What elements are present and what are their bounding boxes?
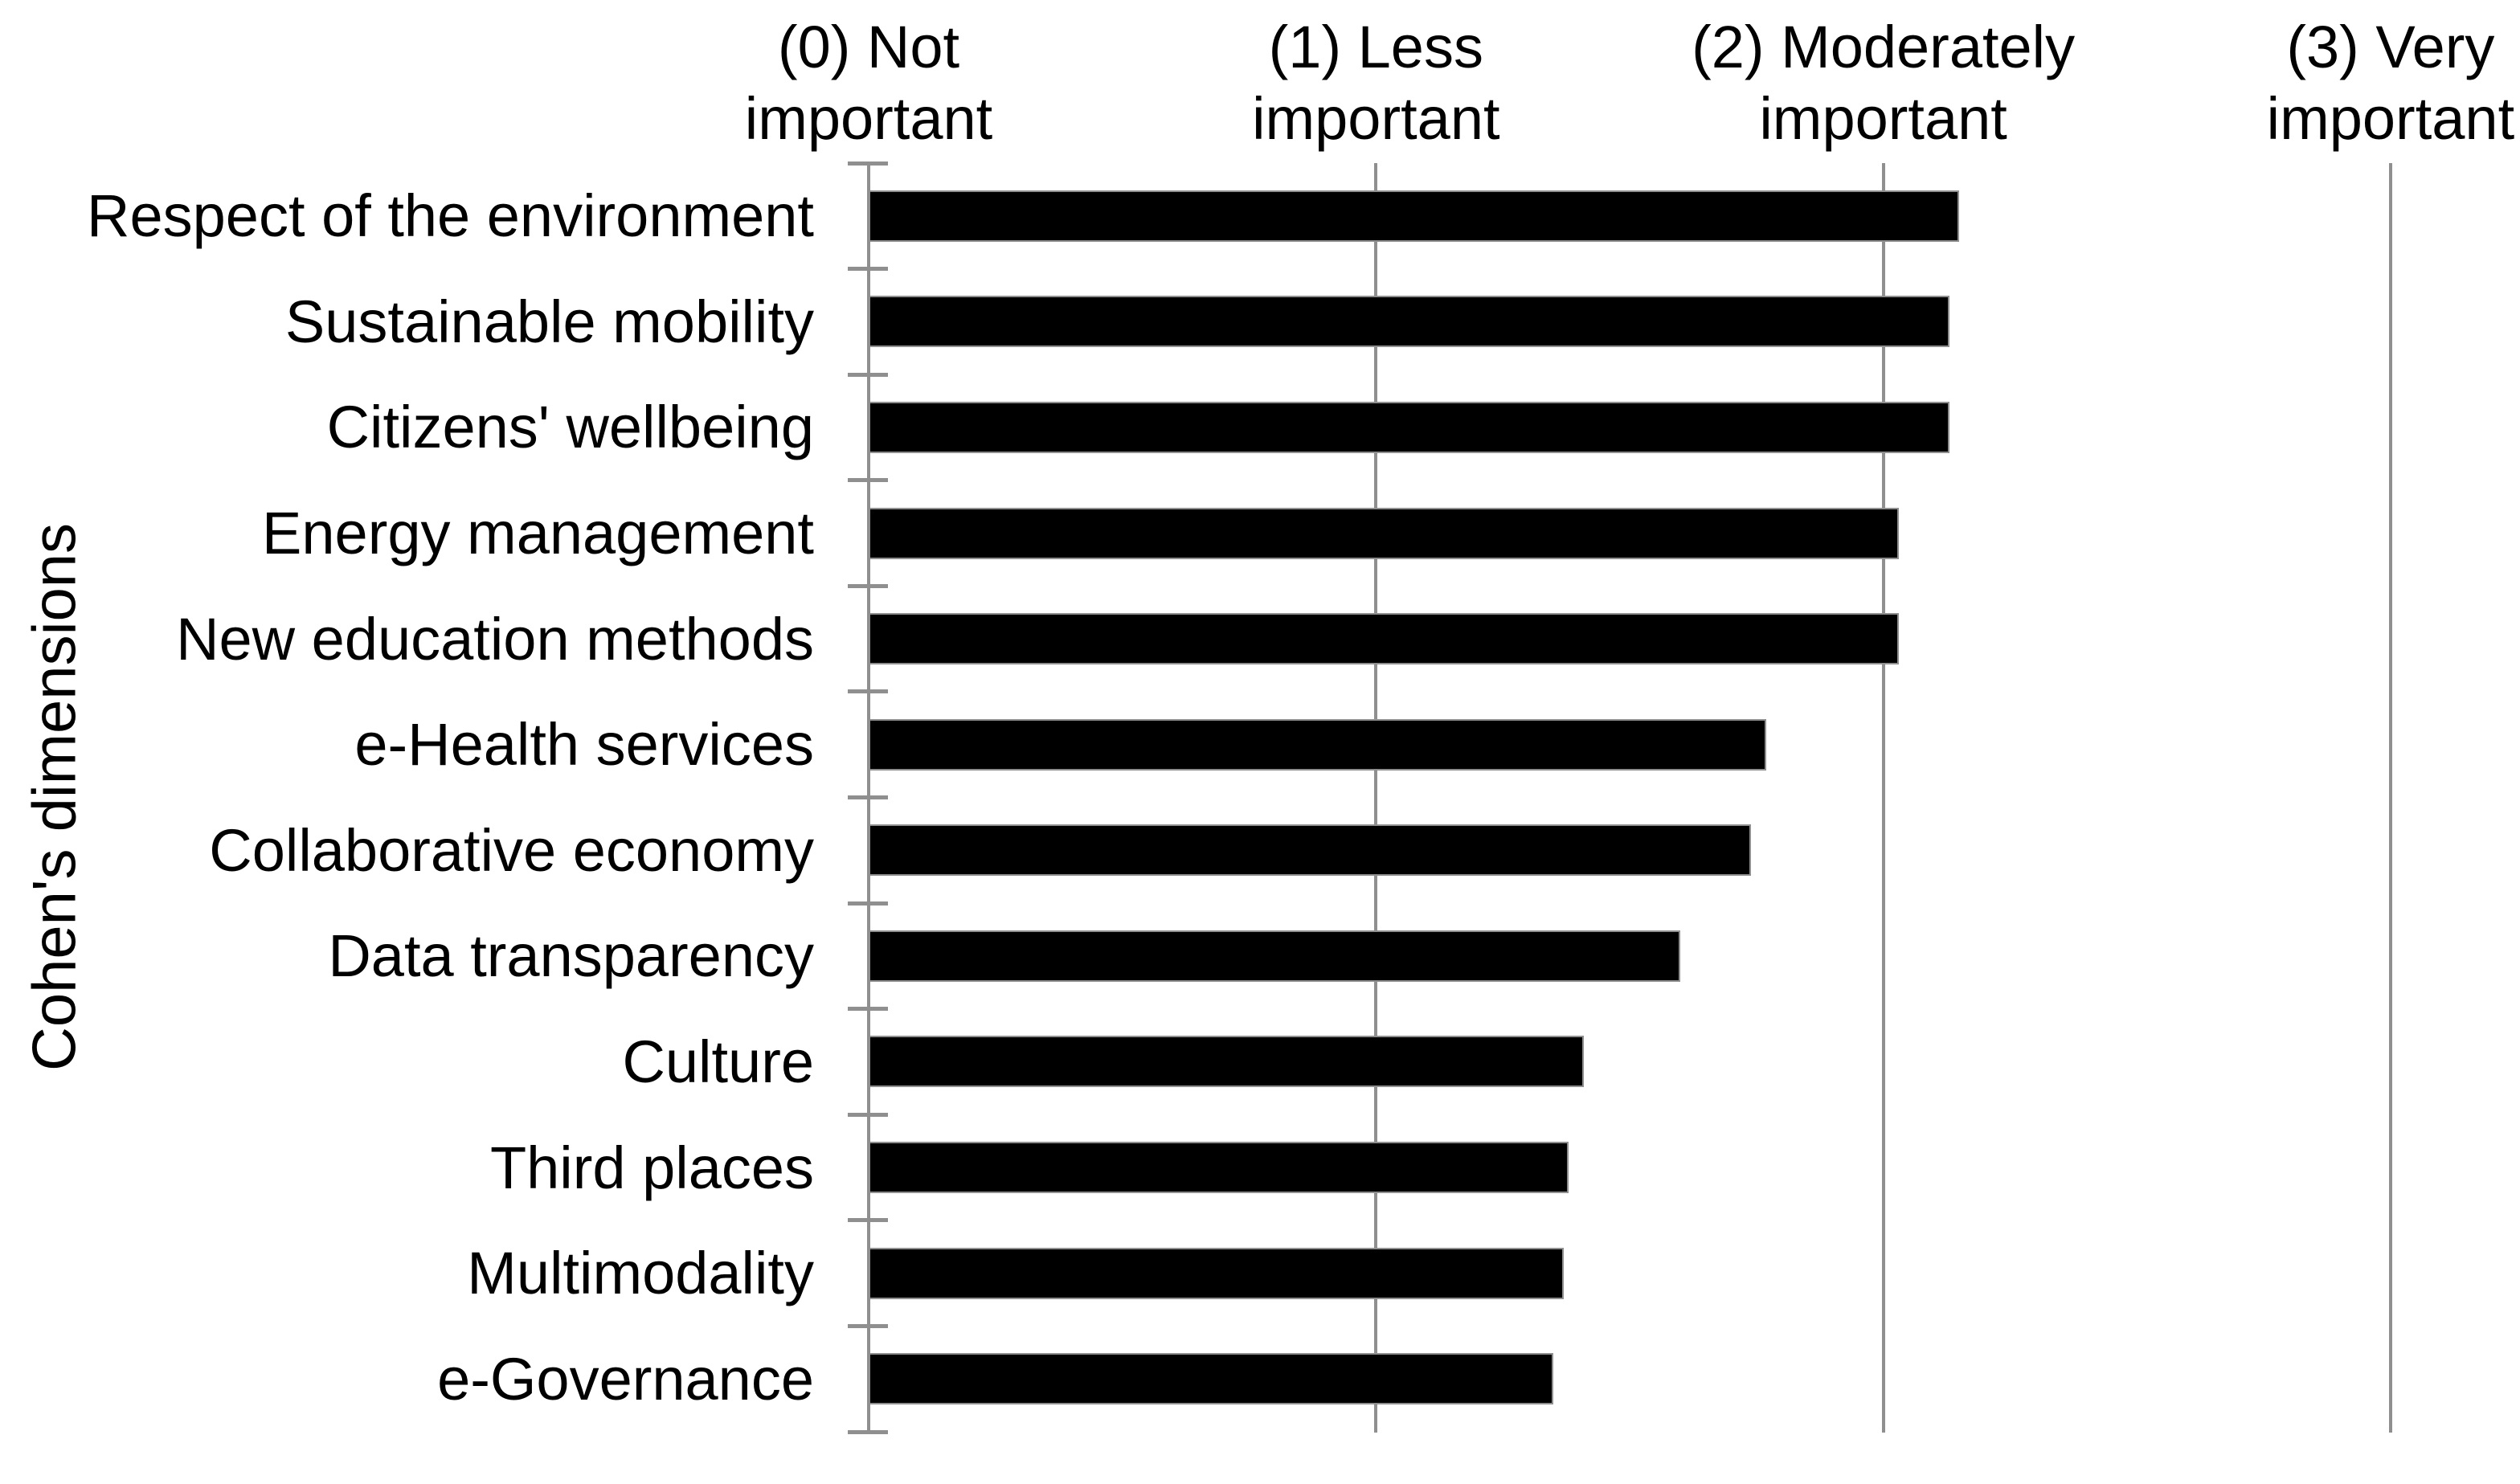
gridline xyxy=(1374,163,1378,1433)
x-tick-label: (1) Less important xyxy=(1070,11,1681,154)
bar xyxy=(869,1353,1554,1405)
x-tick-label: (0) Not important xyxy=(563,11,1174,154)
category-axis-tick-mark xyxy=(848,795,888,799)
x-tick-label-line1: (1) Less xyxy=(1268,14,1483,80)
category-label: e-Health services xyxy=(354,711,814,779)
bar xyxy=(869,930,1681,982)
x-tick-label-line1: (0) Not xyxy=(777,14,960,80)
category-axis-tick-mark xyxy=(848,267,888,272)
bar xyxy=(869,718,1767,771)
x-tick-label: (2) Moderately important xyxy=(1578,11,2189,154)
bar xyxy=(869,824,1752,877)
category-label: Third places xyxy=(489,1134,814,1201)
category-label: Energy management xyxy=(262,500,814,567)
category-label: Sustainable mobility xyxy=(284,288,814,355)
category-axis-tick-mark xyxy=(848,478,888,483)
category-axis-tick-mark xyxy=(848,1323,888,1328)
category-axis-tick-mark xyxy=(848,1112,888,1117)
category-label: e-Governance xyxy=(437,1345,814,1412)
category-label: Collaborative economy xyxy=(209,816,814,884)
bar xyxy=(869,401,1949,453)
category-axis-tick-mark xyxy=(848,1429,888,1434)
category-axis-tick-mark xyxy=(848,372,888,377)
bar xyxy=(869,1036,1585,1088)
x-tick-label-line2: important xyxy=(2266,85,2515,152)
category-axis-tick-mark xyxy=(848,689,888,694)
category-label: New education methods xyxy=(176,605,814,673)
bar xyxy=(869,507,1899,559)
gridline xyxy=(1881,163,1885,1433)
gridline xyxy=(2388,163,2392,1433)
bar xyxy=(869,190,1960,242)
x-tick-label-line2: important xyxy=(744,85,993,152)
category-label: Data transparency xyxy=(328,922,814,990)
category-label: Citizens' wellbeing xyxy=(326,394,814,461)
bar xyxy=(869,296,1949,348)
x-tick-label-line2: important xyxy=(1759,85,2007,152)
x-tick-label-line2: important xyxy=(1252,85,1500,152)
category-axis-tick-mark xyxy=(848,901,888,906)
bar xyxy=(869,613,1899,665)
category-label: Respect of the environment xyxy=(87,182,814,250)
category-label: Multimodality xyxy=(467,1240,814,1307)
category-label: Culture xyxy=(622,1028,814,1095)
x-tick-label: (3) Very important xyxy=(2085,11,2520,154)
bar xyxy=(869,1247,1564,1299)
x-tick-label-line1: (2) Moderately xyxy=(1692,14,2076,80)
category-axis-tick-mark xyxy=(848,1218,888,1223)
x-tick-label-line1: (3) Very xyxy=(2286,14,2495,80)
category-axis-tick-mark xyxy=(848,583,888,588)
category-axis-tick-mark xyxy=(848,1007,888,1012)
category-axis-tick-mark xyxy=(848,161,888,166)
bar xyxy=(869,1142,1569,1194)
